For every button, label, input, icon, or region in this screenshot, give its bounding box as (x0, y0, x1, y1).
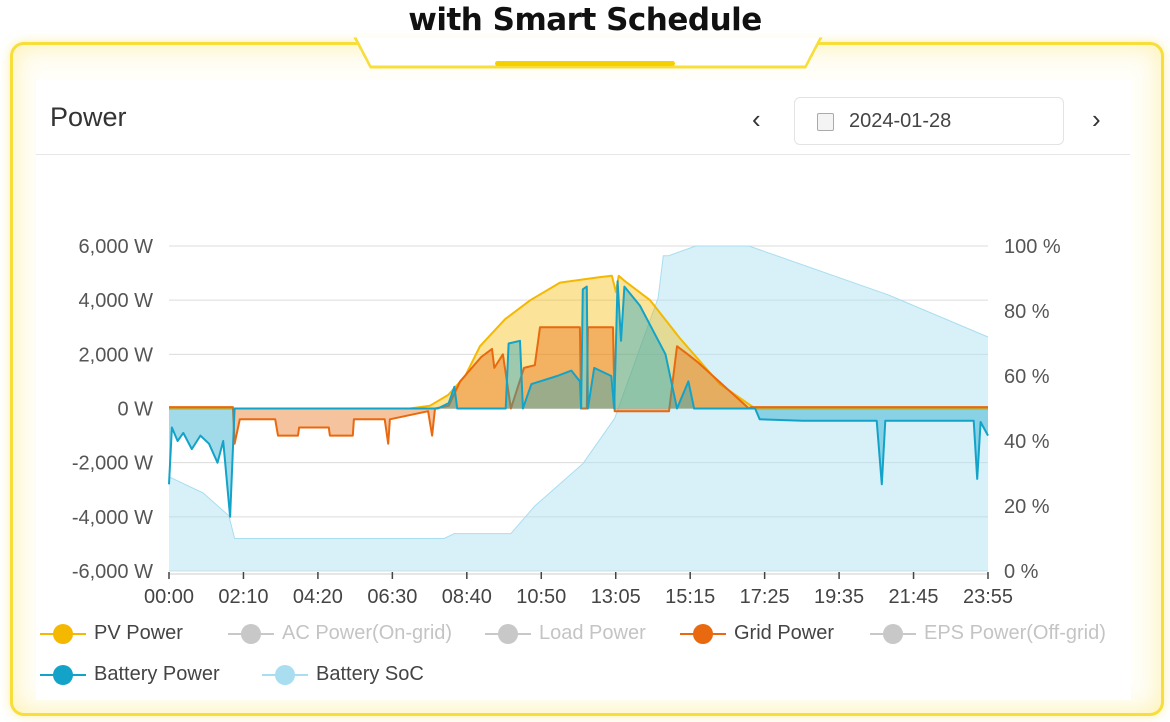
date-value: 2024-01-28 (849, 110, 952, 132)
legend-marker-icon (228, 623, 274, 644)
y-left-tick-label: 0 W (117, 399, 153, 421)
legend-item-pv-power[interactable]: PV Power (40, 622, 183, 645)
y-right-tick-label: 100 % (1004, 236, 1061, 258)
legend-label: Battery Power (94, 663, 220, 685)
grid-power-line (169, 326, 988, 445)
legend-label: PV Power (94, 622, 183, 644)
y-left-tick-label: 6,000 W (79, 236, 154, 258)
legend-label: Grid Power (734, 622, 835, 644)
battery-soc-line (168, 245, 989, 539)
x-tick-label: 02:10 (218, 586, 268, 608)
x-tick-label: 08:40 (442, 586, 492, 608)
battery-power-line (168, 280, 989, 518)
legend-item-eps-power-off-grid[interactable]: EPS Power(Off-grid) (870, 622, 1106, 645)
prev-date-button[interactable]: ‹ (752, 104, 761, 134)
y-left-tick-label: -4,000 W (72, 507, 153, 529)
x-tick-label: 19:35 (814, 586, 864, 608)
pv-power-line (169, 274, 988, 410)
legend-marker-icon (870, 623, 916, 644)
pv-power-area (169, 275, 988, 409)
legend-marker-icon (40, 664, 86, 685)
y-left-tick-label: -6,000 W (72, 561, 153, 583)
grid-power-area (169, 327, 988, 444)
y-right-tick-label: 80 % (1004, 301, 1050, 323)
battery-soc-area (169, 246, 988, 571)
divider (36, 154, 1130, 155)
y-left-tick-label: 2,000 W (79, 344, 154, 366)
headline: with Smart Schedule (408, 2, 762, 38)
x-tick-label: 04:20 (293, 586, 343, 608)
calendar-icon (817, 113, 834, 131)
page-title: Power (50, 102, 127, 132)
legend-item-ac-power-on-grid[interactable]: AC Power(On-grid) (228, 622, 452, 645)
next-date-button[interactable]: › (1092, 104, 1101, 134)
legend-item-battery-power[interactable]: Battery Power (40, 663, 220, 686)
frame-accent (495, 61, 675, 66)
legend-marker-icon (485, 623, 531, 644)
y-left-tick-label: -2,000 W (72, 453, 153, 475)
legend-label: Load Power (539, 622, 646, 644)
legend-item-grid-power[interactable]: Grid Power (680, 622, 834, 645)
legend-label: AC Power(On-grid) (282, 622, 453, 644)
date-picker[interactable]: 2024-01-28 (794, 97, 1064, 145)
x-tick-label: 21:45 (889, 586, 939, 608)
x-tick-label: 13:05 (591, 586, 641, 608)
x-tick-label: 23:55 (963, 586, 1013, 608)
y-right-tick-label: 60 % (1004, 366, 1050, 388)
y-left-tick-label: 4,000 W (79, 290, 154, 312)
legend-item-battery-soc[interactable]: Battery SoC (262, 663, 424, 686)
legend-label: Battery SoC (316, 663, 424, 685)
legend-label: EPS Power(Off-grid) (924, 622, 1106, 644)
legend-marker-icon (40, 623, 86, 644)
x-tick-label: 10:50 (516, 586, 566, 608)
x-tick-label: 06:30 (367, 586, 417, 608)
y-right-tick-label: 20 % (1004, 496, 1050, 518)
y-right-tick-label: 40 % (1004, 431, 1050, 453)
x-tick-label: 15:15 (665, 586, 715, 608)
battery-power-area (169, 281, 988, 517)
legend-item-load-power[interactable]: Load Power (485, 622, 646, 645)
legend-marker-icon (262, 664, 308, 685)
power-panel (36, 80, 1131, 700)
x-tick-label: 17:25 (740, 586, 790, 608)
y-right-tick-label: 0 % (1004, 561, 1039, 583)
x-tick-label: 00:00 (144, 586, 194, 608)
legend-marker-icon (680, 623, 726, 644)
